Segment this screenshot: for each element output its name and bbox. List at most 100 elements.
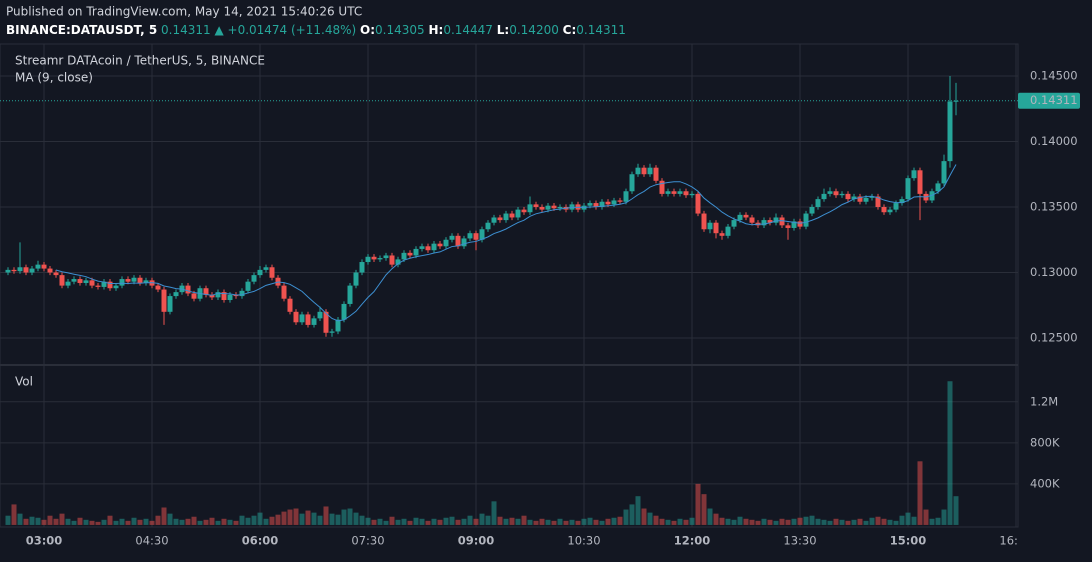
volume-bar: [599, 520, 605, 525]
volume-bar: [707, 508, 713, 525]
volume-bar: [83, 519, 89, 525]
candle-body: [791, 221, 797, 228]
volume-bar: [17, 513, 23, 525]
volume-bar: [551, 520, 557, 525]
candle-body: [47, 268, 53, 273]
volume-bar: [809, 515, 815, 525]
volume-bar: [671, 520, 677, 525]
volume-bar: [299, 513, 305, 525]
volume-bar: [185, 518, 191, 525]
volume-bar: [377, 518, 383, 525]
volume-bar: [743, 518, 749, 525]
candle-body: [935, 183, 941, 192]
volume-bar: [353, 512, 359, 525]
volume-bar: [641, 508, 647, 525]
candle-body: [533, 204, 539, 207]
candle-body: [437, 243, 443, 247]
volume-bar: [785, 519, 791, 525]
candle-body: [53, 272, 59, 276]
candle-body: [623, 191, 629, 202]
candle-body: [821, 193, 827, 200]
volume-bar: [509, 517, 515, 525]
candle-body: [695, 193, 701, 214]
volume-bar: [89, 520, 95, 525]
x-tick-label: 10:30: [567, 534, 600, 548]
volume-bar: [839, 519, 845, 525]
volume-bar: [125, 520, 131, 525]
candle-body: [359, 262, 365, 273]
volume-bar: [95, 521, 101, 525]
candle-body: [809, 206, 815, 214]
volume-bar: [395, 519, 401, 525]
candle-body: [17, 267, 23, 272]
volume-bar: [929, 518, 935, 525]
candle-body: [851, 196, 857, 200]
volume-bar: [767, 519, 773, 525]
volume-bar: [251, 515, 257, 525]
volume-bar: [857, 518, 863, 525]
candle-body: [767, 220, 773, 223]
volume-bar: [521, 515, 527, 525]
volume-bar: [215, 520, 221, 525]
candle-body: [11, 269, 17, 272]
volume-bar: [851, 519, 857, 525]
volume-bar: [731, 519, 737, 525]
candle-body: [239, 290, 245, 297]
volume-bar: [875, 516, 881, 525]
candle-body: [773, 217, 779, 223]
volume-bar: [593, 519, 599, 525]
volume-bar: [863, 520, 869, 525]
volume-bar: [545, 519, 551, 525]
volume-bar: [659, 518, 665, 525]
candle-body: [65, 281, 71, 286]
candle-body: [269, 267, 275, 278]
volume-bar: [473, 518, 479, 525]
volume-bar: [365, 517, 371, 525]
candle-body: [305, 314, 311, 325]
grid: [0, 44, 1018, 527]
volume-bar: [611, 517, 617, 525]
volume-bar: [107, 515, 113, 525]
volume-bar: [275, 514, 281, 525]
candle-body: [641, 167, 647, 175]
volume-bar: [695, 483, 701, 525]
volume-bar: [791, 518, 797, 525]
last-price: 0.14311: [161, 23, 211, 37]
candle-body: [911, 170, 917, 179]
candle-body: [455, 235, 461, 247]
candle-body: [209, 294, 215, 298]
candle-body: [635, 167, 641, 175]
candle-body: [95, 285, 101, 287]
volume-bar: [419, 518, 425, 525]
ohlc-label: L:: [497, 23, 509, 37]
volume-bar: [749, 519, 755, 525]
candle-body: [467, 233, 473, 239]
volume-bar: [35, 517, 41, 525]
candle-body: [191, 293, 197, 299]
y-tick-label: 0.12500: [1030, 331, 1078, 345]
volume-bar: [59, 513, 65, 525]
candle-body: [551, 205, 557, 209]
volume-bar: [341, 509, 347, 525]
volume-bar: [245, 517, 251, 525]
volume-bar: [827, 520, 833, 525]
volume-bar: [821, 519, 827, 525]
volume-bar: [425, 520, 431, 525]
candle-body: [839, 193, 845, 196]
volume-bar: [815, 518, 821, 525]
candle-body: [347, 285, 353, 304]
volume-bar: [401, 518, 407, 525]
ohlc-value: 0.14200: [509, 23, 559, 37]
volume-bar: [719, 517, 725, 525]
volume-bar: [437, 519, 443, 525]
candle-body: [251, 275, 257, 282]
candle-body: [629, 174, 635, 192]
volume-bar: [527, 519, 533, 525]
volume-bar: [755, 520, 761, 525]
last-price-box: [1018, 92, 1080, 109]
candle-body: [167, 296, 173, 312]
volume-bar: [479, 513, 485, 525]
volume-bar: [923, 509, 929, 525]
volume-bar: [515, 518, 521, 525]
volume-bar: [689, 517, 695, 525]
